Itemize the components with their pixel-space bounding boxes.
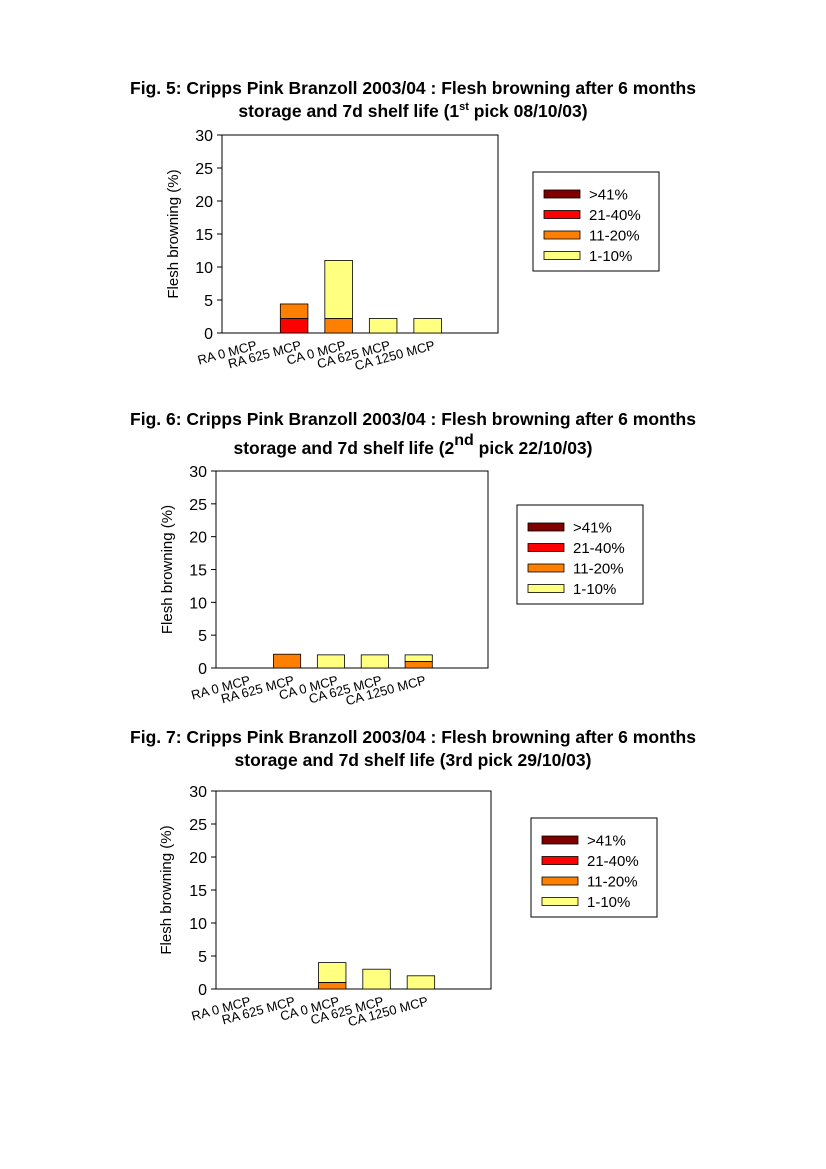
figure-7-title-line2-a: storage and 7d shelf life (3rd pick 29/1…: [234, 750, 592, 770]
plot-frame: [215, 790, 492, 990]
legend-swatch: [527, 563, 565, 573]
legend-swatch: [541, 876, 579, 886]
bar-segment: [362, 968, 391, 990]
legend-label: 21-40%: [573, 540, 625, 557]
legend-label: 11-20%: [573, 561, 624, 578]
y-tick-label: 5: [198, 628, 207, 645]
figure-6-title: Fig. 6: Cripps Pink Branzoll 2003/04 : F…: [0, 408, 826, 460]
figure-6-title-line1: Fig. 6: Cripps Pink Branzoll 2003/04 : F…: [130, 409, 696, 429]
figure-6-title-line2: storage and 7d shelf life (2nd pick 22/1…: [0, 433, 826, 460]
y-axis-label: Flesh browning (%): [159, 505, 176, 634]
y-tick-label: 25: [189, 497, 207, 514]
legend-swatch: [541, 856, 579, 865]
legend-swatch: [527, 522, 565, 532]
legend-swatch: [543, 210, 581, 219]
figure-5-title-line1: Fig. 5: Cripps Pink Branzoll 2003/04 : F…: [130, 78, 696, 98]
legend-swatch: [527, 584, 565, 593]
legend-swatch: [543, 251, 581, 260]
bar-segment: [360, 654, 389, 669]
y-tick-label: 25: [189, 817, 207, 834]
legend-swatch: [541, 897, 579, 906]
bar-segment: [324, 259, 353, 319]
legend-label: >41%: [573, 520, 612, 537]
legend-label: >41%: [587, 833, 626, 850]
bar-segment: [413, 318, 442, 334]
y-axis-label: Flesh browning (%): [165, 169, 182, 298]
bar-segment: [406, 975, 436, 990]
legend-label: 21-40%: [589, 207, 641, 224]
figure-6-title-line2-b: pick 22/10/03): [473, 438, 593, 458]
bar-segment: [368, 318, 398, 334]
y-tick-label: 5: [198, 949, 207, 966]
legend-label: 1-10%: [587, 894, 630, 911]
legend-swatch: [541, 835, 579, 845]
bar-segment: [279, 318, 309, 334]
y-tick-label: 20: [189, 530, 207, 547]
y-tick-label: 30: [189, 784, 207, 801]
bar-segment: [404, 661, 433, 669]
legend-label: 1-10%: [589, 248, 632, 265]
legend-label: >41%: [589, 187, 628, 204]
y-tick-label: 0: [198, 982, 207, 999]
plot-frame: [215, 470, 489, 669]
bar-segment: [318, 981, 347, 990]
y-tick-label: 15: [195, 227, 213, 244]
y-tick-label: 30: [195, 128, 213, 145]
y-axis-label: Flesh browning (%): [158, 825, 175, 954]
y-tick-label: 10: [195, 260, 213, 277]
bar-segment: [279, 303, 309, 319]
figure-7-title-line2: storage and 7d shelf life (3rd pick 29/1…: [0, 749, 826, 772]
bar-segment: [324, 318, 353, 334]
legend-label: 11-20%: [587, 874, 638, 891]
figure-5-title-line2-b: pick 08/10/03): [468, 101, 588, 121]
figure-5-title: Fig. 5: Cripps Pink Branzoll 2003/04 : F…: [0, 77, 826, 123]
y-tick-label: 25: [195, 161, 213, 178]
figure-5-title-line2-a: storage and 7d shelf life (1: [238, 101, 460, 121]
legend-swatch: [543, 230, 581, 240]
figure-5-title-sup: st: [459, 101, 469, 113]
y-tick-label: 20: [195, 194, 213, 211]
figure-5-title-line2: storage and 7d shelf life (1st pick 08/1…: [0, 100, 826, 123]
figure-6-title-line2-a: storage and 7d shelf life (2: [233, 438, 455, 458]
legend-swatch: [543, 189, 581, 199]
bar-segment: [318, 962, 347, 983]
y-tick-label: 10: [189, 595, 207, 612]
legend-label: 11-20%: [589, 228, 640, 245]
y-tick-label: 20: [189, 850, 207, 867]
y-tick-label: 30: [189, 464, 207, 481]
y-tick-label: 15: [189, 563, 207, 580]
bar-segment: [273, 653, 302, 669]
figure-7-title: Fig. 7: Cripps Pink Branzoll 2003/04 : F…: [0, 726, 826, 772]
y-tick-label: 5: [204, 293, 213, 310]
legend-label: 1-10%: [573, 581, 616, 598]
plot-frame: [221, 134, 499, 334]
y-tick-label: 15: [189, 883, 207, 900]
legend-box: [516, 504, 644, 605]
bar-segment: [316, 654, 345, 669]
figure-6-title-sup: nd: [454, 432, 474, 449]
y-tick-label: 0: [198, 661, 207, 678]
y-tick-label: 0: [204, 326, 213, 343]
figure-7-title-line1: Fig. 7: Cripps Pink Branzoll 2003/04 : F…: [130, 727, 696, 747]
legend-swatch: [527, 543, 565, 552]
bar-segment: [404, 654, 433, 662]
legend-label: 21-40%: [587, 853, 639, 870]
y-tick-label: 10: [189, 916, 207, 933]
